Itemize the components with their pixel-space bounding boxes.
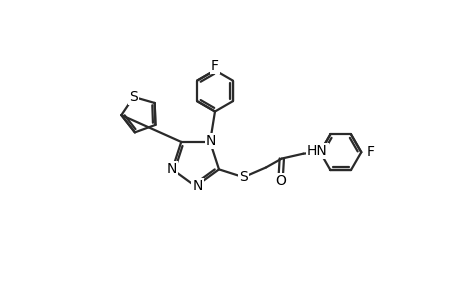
Text: HN: HN <box>306 144 327 158</box>
Text: S: S <box>129 90 138 104</box>
Text: O: O <box>275 174 285 188</box>
Text: S: S <box>239 170 247 184</box>
Text: N: N <box>192 179 202 193</box>
Text: N: N <box>166 162 176 176</box>
Text: N: N <box>206 134 216 148</box>
Text: F: F <box>366 145 374 159</box>
Text: F: F <box>211 59 218 73</box>
